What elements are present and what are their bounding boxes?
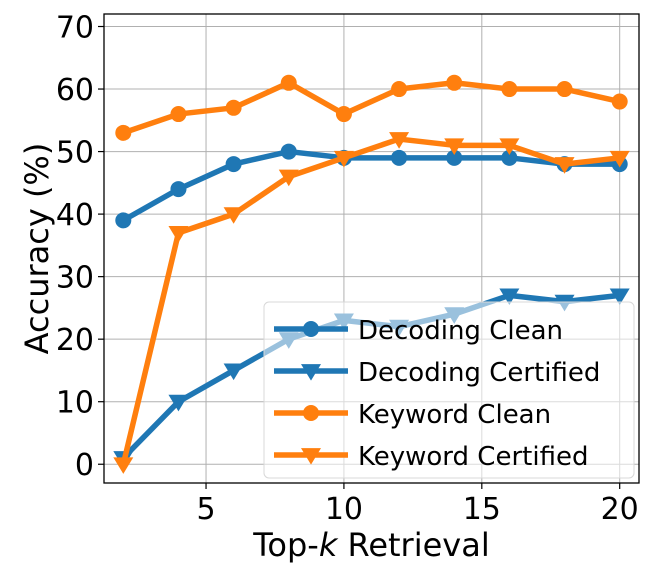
x-tick-label: 15 — [463, 492, 501, 527]
legend-label: Keyword Clean — [358, 400, 551, 430]
x-tick-label: 20 — [601, 492, 639, 527]
y-axis-label: Accuracy (%) — [18, 143, 56, 355]
data-point — [168, 394, 189, 412]
data-point — [333, 150, 354, 168]
legend-entry: Decoding Certified — [274, 358, 600, 388]
y-tick-label: 60 — [56, 73, 94, 108]
data-point — [115, 212, 132, 229]
series-decoding-clean — [115, 143, 628, 229]
data-point — [501, 81, 518, 98]
data-point — [611, 93, 628, 110]
legend-label: Keyword Certified — [358, 442, 588, 472]
data-point — [115, 124, 132, 141]
data-point — [170, 181, 187, 198]
series-keyword-clean — [115, 74, 628, 141]
data-point — [389, 132, 410, 149]
data-point — [225, 99, 242, 116]
data-point — [446, 74, 463, 91]
legend-label: Decoding Clean — [358, 316, 563, 346]
data-point — [278, 169, 299, 187]
y-tick-label: 30 — [56, 261, 94, 296]
data-point — [225, 156, 242, 173]
x-axis-label-italic: k — [319, 526, 339, 564]
y-tick-label: 10 — [56, 386, 94, 421]
y-tick-label: 0 — [75, 448, 94, 483]
y-tick-label: 70 — [56, 11, 94, 46]
data-point — [554, 157, 575, 174]
data-point — [280, 143, 297, 160]
plot-frame — [103, 13, 640, 484]
data-point — [446, 149, 463, 166]
legend-entry: Keyword Clean — [274, 400, 551, 430]
y-tick-label: 20 — [56, 323, 94, 358]
legend-marker — [303, 405, 319, 421]
data-point — [501, 149, 518, 166]
data-point — [391, 81, 408, 98]
legend-label: Decoding Certified — [358, 358, 600, 388]
y-tick-label: 50 — [56, 136, 94, 171]
x-axis-label-suffix: Retrieval — [337, 526, 489, 564]
x-axis-label: Top-k Retrieval — [252, 526, 489, 564]
legend-marker — [303, 321, 319, 337]
legend-entry: Decoding Clean — [274, 316, 563, 346]
data-point — [391, 149, 408, 166]
data-point — [556, 81, 573, 98]
series-keyword-certified — [113, 132, 630, 474]
legend-box — [263, 301, 635, 479]
legend-entry: Keyword Certified — [274, 442, 588, 472]
x-tick-label: 5 — [196, 492, 215, 527]
data-point — [444, 138, 465, 155]
data-point — [223, 363, 244, 381]
y-tick-label: 40 — [56, 198, 94, 233]
data-point — [499, 288, 520, 306]
data-point — [223, 207, 244, 224]
x-tick-label: 10 — [325, 492, 363, 527]
ticks: 5 10 15 20 0 10 20 30 40 50 60 70 — [56, 11, 639, 527]
series-line — [120, 136, 621, 465]
legend-marker — [301, 364, 321, 381]
data-point — [609, 150, 630, 168]
data-point — [499, 138, 520, 155]
series-line — [122, 80, 621, 136]
data-point — [609, 288, 630, 306]
data-point — [113, 457, 134, 474]
series-line — [121, 148, 620, 223]
data-point — [168, 225, 189, 243]
data-point — [170, 106, 187, 123]
legend: Decoding Clean Decoding Certified Keyword … — [263, 301, 635, 479]
x-axis-label-prefix: Top- — [252, 526, 319, 564]
legend-marker — [301, 448, 321, 465]
data-point — [335, 106, 352, 123]
data-point — [280, 74, 297, 91]
